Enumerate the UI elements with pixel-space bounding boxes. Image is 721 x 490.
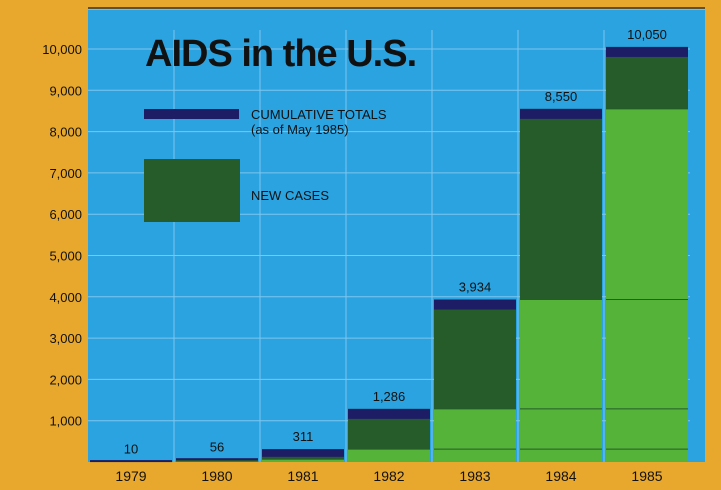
bar-new-cases	[520, 108, 602, 300]
x-tick-label: 1983	[459, 468, 490, 484]
bar-prior-total	[434, 408, 516, 462]
bar-prior-total	[348, 449, 430, 462]
bar-cumulative-cap	[606, 46, 688, 57]
bar-cumulative-cap	[434, 299, 516, 310]
bar-new-cases	[176, 459, 258, 462]
legend-swatch-new-cases	[144, 159, 240, 222]
bar-value-label: 56	[210, 440, 224, 455]
y-tick-label: 6,000	[49, 207, 82, 222]
bar-prior-total	[262, 459, 344, 462]
legend-swatch-cumulative	[144, 109, 239, 119]
bar-cumulative-cap	[90, 460, 172, 463]
y-tick-label: 5,000	[49, 249, 82, 264]
bar-value-label: 8,550	[545, 89, 578, 104]
x-tick-label: 1984	[545, 468, 576, 484]
bar-prior-total	[520, 299, 602, 462]
bar-value-label: 10,050	[627, 27, 667, 42]
y-tick-label: 2,000	[49, 372, 82, 387]
y-tick-label: 8,000	[49, 125, 82, 140]
bar-value-label: 311	[293, 429, 314, 444]
x-tick-label: 1982	[373, 468, 404, 484]
y-tick-label: 10,000	[42, 42, 82, 57]
bars: 10 56 311 1,286 3,934 8,550 10,050	[90, 27, 688, 463]
y-tick-label: 9,000	[49, 83, 82, 98]
bar-value-label: 10	[124, 442, 138, 457]
legend-label-cumulative: CUMULATIVE TOTALS	[251, 107, 387, 122]
bar-new-cases	[606, 46, 688, 109]
bar-cumulative-cap	[520, 108, 602, 119]
chart-title: AIDS in the U.S.	[145, 33, 416, 75]
x-tick-label: 1985	[631, 468, 662, 484]
y-tick-label: 1,000	[49, 414, 82, 429]
legend-label-new-cases: NEW CASES	[251, 188, 329, 203]
bar-cumulative-cap	[262, 449, 344, 457]
y-tick-label: 3,000	[49, 331, 82, 346]
x-tick-label: 1980	[201, 468, 232, 484]
legend-label-cumulative: (as of May 1985)	[251, 122, 349, 137]
x-tick-label: 1981	[287, 468, 318, 484]
plot-background	[88, 10, 705, 462]
bar-cumulative-cap	[348, 408, 430, 419]
y-tick-label: 4,000	[49, 290, 82, 305]
bar-value-label: 1,286	[373, 389, 406, 404]
bar-prior-total	[606, 108, 688, 462]
legend: CUMULATIVE TOTALS(as of May 1985) NEW CAS…	[144, 107, 387, 222]
bar-value-label: 3,934	[459, 280, 492, 295]
y-axis-ticks: 1,000 2,000 3,000 4,000 5,000 6,000 7,000 8,000…	[42, 42, 82, 429]
x-tick-label: 1979	[115, 468, 146, 484]
bar-new-cases	[434, 299, 516, 409]
bar-cumulative-cap	[176, 458, 258, 461]
x-axis-ticks: 1979 1980 1981 1982 1983 1984 1985	[115, 468, 662, 484]
y-tick-label: 7,000	[49, 166, 82, 181]
